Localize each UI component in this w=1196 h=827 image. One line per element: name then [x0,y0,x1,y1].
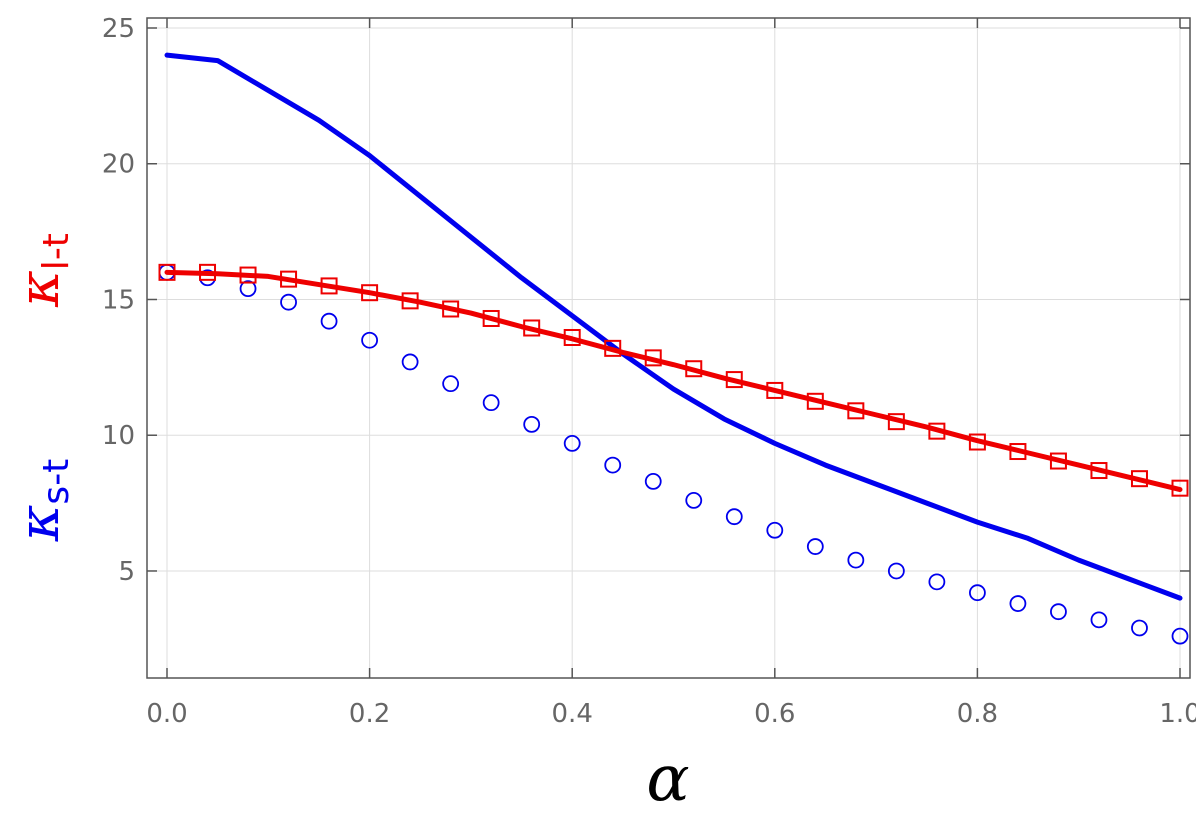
square-marker [361,284,379,302]
square-marker [1171,479,1189,497]
square-marker [482,309,500,327]
y-tick-label: 15 [102,285,135,315]
circle-marker [1131,619,1148,637]
square-marker [644,349,662,367]
circle-marker [685,491,703,509]
square-marker [928,422,946,440]
square-marker [320,277,338,295]
series-layer [158,52,1189,645]
square-marker [1049,452,1067,470]
circle-marker [725,508,743,526]
square-marker [401,292,419,310]
circle-marker [320,312,338,330]
series-line-2 [164,269,1183,493]
square-marker [199,263,217,281]
y-tick-label: 5 [118,557,135,587]
circle-marker [361,331,379,349]
square-marker [523,319,541,337]
square-marker [1009,443,1027,461]
circle-marker [482,394,500,412]
x-tick-label: 0.4 [552,699,593,729]
square-marker [806,392,824,410]
square-marker [725,371,743,389]
y-tick-label: 20 [102,150,135,180]
square-marker [604,339,622,357]
x-tick-label: 0.2 [349,699,390,729]
circle-marker [1090,611,1108,629]
circle-marker [280,293,297,311]
square-marker [280,270,298,288]
circle-marker [523,415,541,433]
circle-marker [644,472,662,490]
square-marker [685,360,703,378]
circle-marker [1009,595,1027,612]
x-axis-label: α [646,742,689,816]
square-marker [158,263,176,281]
x-tick-label: 0.8 [957,699,998,729]
square-marker [1130,470,1148,488]
square-marker [847,402,865,420]
kappa-st-subscript: s-t [36,459,77,505]
x-tick-label: 0.6 [754,699,795,729]
circle-marker [1050,603,1067,621]
plot-frame [146,17,1191,679]
y-axis-label: κs-t κl-t [7,233,77,542]
y-tick-label: 25 [102,14,135,44]
square-marker [968,433,986,451]
y-tick-label: 10 [102,421,135,451]
square-marker [887,413,905,431]
circle-marker [928,573,946,591]
circle-marker [847,551,865,569]
square-marker [766,381,784,399]
circle-marker [401,353,419,371]
grid-layer [147,18,1190,678]
kappa-st-symbol: κ [7,505,72,543]
circle-marker [887,562,905,580]
x-tick-label: 0.0 [146,699,187,729]
y-label-kappa-st: κs-t [7,459,77,543]
square-marker [563,328,581,346]
circle-marker [969,584,986,602]
circle-marker [604,456,622,474]
y-label-kappa-lt: κl-t [7,233,77,308]
series-line-0 [164,52,1183,601]
circle-marker [239,280,257,298]
axis-layer: 0.0 0.2 0.4 0.6 0.8 1.0 5 10 15 20 25 [102,14,1196,729]
circle-marker [442,375,460,393]
square-marker [1090,462,1108,480]
circle-marker [766,521,784,539]
circle-marker [1171,627,1189,645]
circle-marker [563,434,581,452]
square-marker [239,266,257,284]
square-marker [442,300,460,318]
kappa-lt-subscript: l-t [36,233,77,270]
circle-marker [806,538,824,555]
kappa-lt-symbol: κ [7,270,72,308]
x-tick-label: 1.0 [1159,699,1196,729]
